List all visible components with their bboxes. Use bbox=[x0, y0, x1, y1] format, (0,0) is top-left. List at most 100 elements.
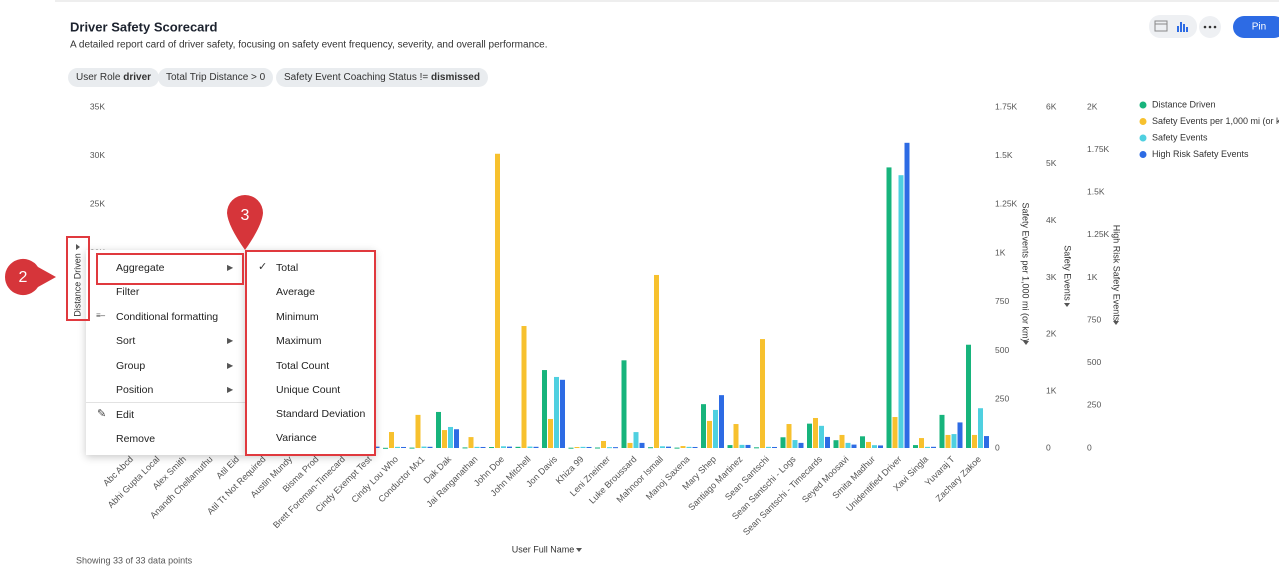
bar bbox=[792, 440, 798, 448]
legend-label: Safety Events bbox=[1152, 132, 1208, 142]
bar bbox=[951, 434, 957, 448]
bar bbox=[931, 446, 936, 448]
bar bbox=[454, 429, 459, 448]
bar bbox=[436, 411, 441, 448]
y2-axis-title: Safety Events per 1,000 mi (or km) bbox=[1021, 202, 1031, 341]
y-tick-label: 1K bbox=[995, 247, 1006, 257]
filter-chip[interactable]: User Role driver bbox=[68, 68, 160, 87]
menu-item[interactable]: Conditional formatting bbox=[116, 311, 219, 323]
bar bbox=[939, 414, 945, 448]
bar bbox=[686, 446, 692, 448]
bar bbox=[554, 376, 559, 448]
menu-item[interactable]: Variance bbox=[276, 432, 317, 444]
bar bbox=[739, 444, 745, 448]
axis-caret bbox=[1023, 341, 1029, 345]
x-tick-label: Conductor Mx1 bbox=[376, 454, 426, 504]
pin-button[interactable] bbox=[1233, 16, 1279, 38]
y-tick-label: 1.5K bbox=[1087, 187, 1105, 197]
menu-item[interactable]: Sort bbox=[116, 335, 136, 347]
bar bbox=[521, 326, 527, 448]
bar bbox=[674, 447, 680, 449]
menu-item[interactable]: Maximum bbox=[276, 335, 322, 347]
bar bbox=[480, 446, 486, 448]
bar bbox=[766, 446, 771, 448]
axis-caret bbox=[1064, 303, 1070, 307]
bar bbox=[507, 446, 512, 448]
view-toggle[interactable] bbox=[1149, 15, 1197, 38]
legend-swatch bbox=[1139, 151, 1147, 158]
bar bbox=[468, 437, 474, 448]
bar bbox=[833, 440, 839, 448]
menu-item[interactable]: Average bbox=[276, 286, 315, 298]
y-tick-label: 0 bbox=[995, 442, 1000, 452]
bar bbox=[666, 446, 671, 448]
bar bbox=[813, 417, 818, 448]
bar bbox=[719, 395, 724, 448]
bar bbox=[798, 442, 804, 448]
menu-item[interactable]: Standard Deviation bbox=[276, 408, 366, 420]
y-tick-label: 1K bbox=[1046, 385, 1057, 395]
menu-item[interactable]: Position bbox=[116, 384, 154, 396]
y-tick-label: 30K bbox=[90, 150, 105, 160]
bar bbox=[515, 446, 521, 448]
bar bbox=[807, 423, 812, 448]
menu-item[interactable]: Total Count bbox=[276, 360, 330, 372]
bar bbox=[627, 442, 633, 448]
y-tick-label: 6K bbox=[1046, 101, 1057, 111]
bar bbox=[925, 446, 930, 448]
menu-item[interactable]: Remove bbox=[116, 433, 156, 445]
bar bbox=[984, 436, 989, 448]
bar bbox=[919, 438, 924, 448]
bar bbox=[586, 446, 592, 448]
bar bbox=[442, 430, 447, 448]
menu-item[interactable]: Total bbox=[276, 262, 299, 274]
bar bbox=[966, 344, 971, 448]
bar bbox=[648, 447, 653, 449]
axis-caret bbox=[1113, 321, 1119, 325]
y-tick-label: 750 bbox=[1087, 314, 1101, 324]
context-menu: Aggregate ▶ Filter ≡– Conditional format… bbox=[86, 250, 245, 455]
bar bbox=[860, 436, 865, 448]
x-tick-label: Mahnoor Ismail bbox=[615, 454, 666, 505]
chart-icon[interactable] bbox=[1177, 22, 1188, 32]
table-icon[interactable] bbox=[1154, 20, 1168, 32]
bar bbox=[415, 414, 421, 448]
bar bbox=[580, 446, 586, 448]
y-tick-label: 1.25K bbox=[995, 199, 1018, 209]
bar bbox=[904, 142, 910, 448]
bar bbox=[701, 404, 706, 448]
filter-chip[interactable]: Safety Event Coaching Status != dismisse… bbox=[276, 68, 488, 87]
bar bbox=[839, 434, 845, 448]
bar bbox=[754, 447, 759, 449]
y-tick-label: 750 bbox=[995, 296, 1009, 306]
menu-item[interactable]: Filter bbox=[116, 286, 140, 298]
bar bbox=[866, 441, 871, 448]
bar bbox=[633, 432, 639, 448]
menu-item[interactable]: Minimum bbox=[276, 311, 319, 323]
menu-item[interactable]: Unique Count bbox=[276, 384, 341, 396]
submenu-arrow: ▶ bbox=[227, 385, 234, 394]
y-tick-label: 1.25K bbox=[1087, 229, 1110, 239]
menu-item[interactable]: Aggregate bbox=[116, 262, 165, 274]
filter-chip[interactable]: Total Trip Distance > 0 bbox=[158, 68, 274, 87]
bar bbox=[898, 175, 904, 448]
y-tick-label: 0 bbox=[1087, 442, 1092, 452]
y3-axis-title: Safety Events bbox=[1063, 245, 1073, 301]
menu-item[interactable]: Group bbox=[116, 360, 146, 372]
bar bbox=[760, 339, 765, 448]
legend-label: Distance Driven bbox=[1152, 99, 1216, 109]
bar bbox=[727, 445, 733, 448]
legend-swatch bbox=[1139, 134, 1147, 142]
legend-swatch bbox=[1139, 118, 1147, 125]
bar bbox=[707, 420, 712, 448]
bar bbox=[501, 446, 506, 448]
y-tick-label: 1.75K bbox=[995, 101, 1018, 111]
y-tick-label: 5K bbox=[1046, 158, 1057, 168]
y-axis-title: Distance Driven bbox=[72, 253, 82, 317]
y-tick-label: 1.75K bbox=[1087, 144, 1110, 154]
menu-item[interactable]: Edit bbox=[116, 409, 135, 421]
filter-label: Safety Event Coaching Status != bbox=[284, 72, 429, 83]
y-tick-label: 0 bbox=[1046, 442, 1051, 452]
